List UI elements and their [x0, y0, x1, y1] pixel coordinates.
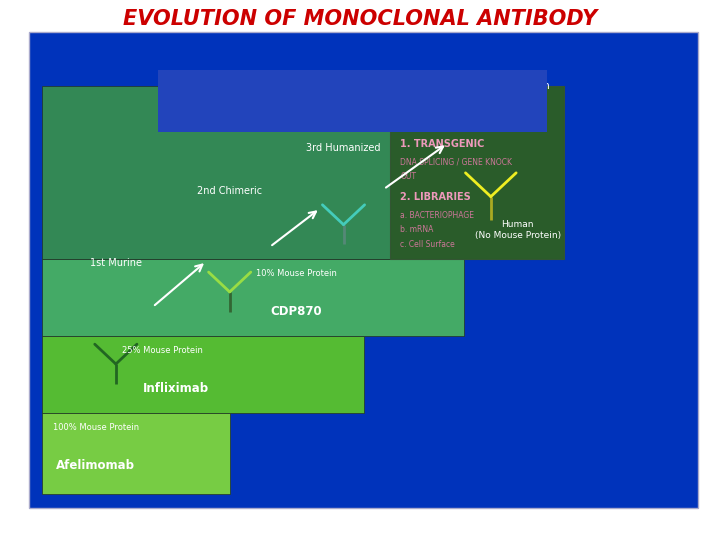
Text: 3rd Humanized: 3rd Humanized [306, 143, 381, 153]
Text: Fully Human: Fully Human [485, 80, 550, 91]
Text: c. Cell Surface: c. Cell Surface [400, 240, 455, 248]
Text: EVOLUTION OF MONOCLONAL ANTIBODY: EVOLUTION OF MONOCLONAL ANTIBODY [123, 9, 597, 29]
Bar [42, 259, 464, 336]
Text: b. mRNA: b. mRNA [400, 225, 434, 234]
Text: Afelimomab: Afelimomab [56, 459, 135, 472]
Bar [42, 413, 230, 495]
Text: 100% Mouse Protein: 100% Mouse Protein [53, 423, 139, 431]
Text: 2nd Chimeric: 2nd Chimeric [197, 186, 262, 197]
Text: a. BACTERIOPHAGE: a. BACTERIOPHAGE [400, 211, 474, 220]
Text: 1st Murine: 1st Murine [90, 259, 142, 268]
Bar [42, 336, 364, 413]
Text: Adalimumab
(D2E7): Adalimumab (D2E7) [436, 91, 518, 119]
Text: 25% Mouse Protein: 25% Mouse Protein [122, 346, 203, 355]
Bar [42, 86, 564, 259]
Bar [390, 86, 564, 259]
Text: Infliximab: Infliximab [143, 382, 210, 395]
Text: Human
(No Mouse Protein): Human (No Mouse Protein) [474, 220, 561, 240]
Text: 10% Mouse Protein: 10% Mouse Protein [256, 269, 337, 278]
Text: CDP870: CDP870 [271, 305, 323, 318]
Text: 1. TRANSGENIC: 1. TRANSGENIC [400, 139, 485, 148]
Text: DNA SPLICING / GENE KNOCK: DNA SPLICING / GENE KNOCK [400, 158, 513, 167]
Text: 2. LIBRARIES: 2. LIBRARIES [400, 192, 471, 201]
Text: OUT: OUT [400, 172, 416, 181]
